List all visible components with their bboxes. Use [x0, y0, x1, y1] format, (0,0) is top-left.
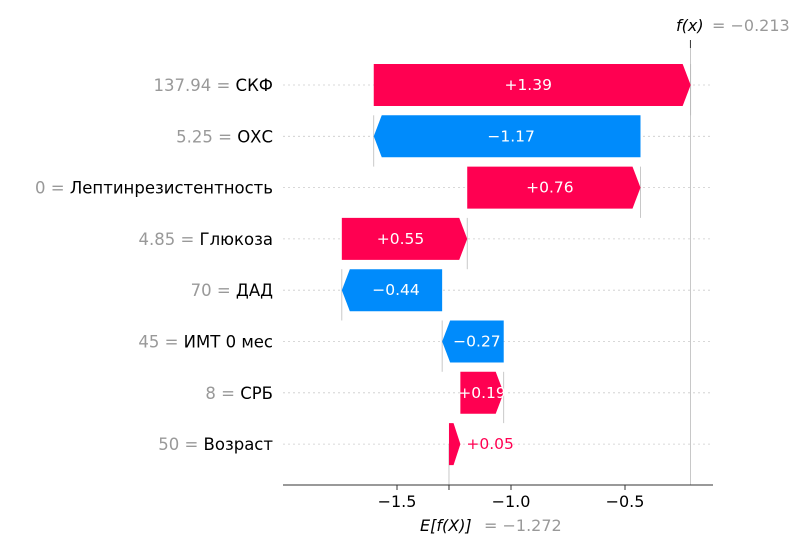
bar-value-label: +0.19 [458, 384, 506, 402]
contribution-bar [442, 320, 504, 363]
contribution-bar [341, 217, 468, 260]
feature-value: 137.94 = [153, 76, 235, 95]
feature-label: 70 = ДАД [191, 281, 273, 300]
efx-label: E[f(X)] [420, 516, 472, 535]
feature-label: 45 = ИМТ 0 мес [138, 332, 273, 351]
fx-value: = −0.213 [712, 16, 790, 35]
contribution-bar [460, 371, 504, 414]
feature-label: 8 = СРБ [205, 383, 273, 402]
feature-name: Лептинрезистентность [70, 178, 273, 197]
feature-value: 5.25 = [176, 127, 237, 146]
feature-value: 0 = [35, 178, 70, 197]
efx-footer: E[f(X)] = −1.272 [420, 516, 562, 535]
x-tick-label: −1.0 [492, 492, 531, 511]
fx-header: f(x) = −0.213 [676, 16, 790, 35]
contribution-bar [467, 166, 641, 209]
feature-label: 4.85 = Глюкоза [138, 229, 273, 248]
feature-label: 50 = Возраст [158, 435, 273, 454]
contribution-bar [373, 115, 641, 158]
feature-label: 0 = Лептинрезистентность [35, 178, 273, 197]
contribution-bar [448, 423, 461, 466]
efx-value: = −1.272 [484, 516, 562, 535]
feature-name: СРБ [240, 383, 273, 402]
feature-name: Глюкоза [200, 229, 273, 248]
bar-value-label: +1.39 [504, 76, 552, 94]
x-tick-label: −1.5 [378, 492, 417, 511]
feature-value: 70 = [191, 281, 236, 300]
bar-value-label: +0.05 [466, 435, 514, 453]
fx-label: f(x) [676, 16, 704, 35]
bar-value-label: −1.17 [487, 127, 535, 145]
x-tick-label: −0.5 [606, 492, 645, 511]
bar-value-label: −0.44 [372, 281, 420, 299]
feature-name: ДАД [236, 281, 273, 300]
feature-name: ОХС [237, 127, 273, 146]
feature-name: СКФ [236, 76, 273, 95]
feature-label: 137.94 = СКФ [153, 76, 273, 95]
bar-value-label: +0.76 [526, 179, 574, 197]
feature-value: 45 = [138, 332, 183, 351]
feature-label: 5.25 = ОХС [176, 127, 273, 146]
contribution-bar [373, 64, 691, 106]
feature-labels: 137.94 = СКФ 5.25 = ОХС 0 = Лептинрезистен… [35, 76, 273, 454]
bar-value-label: −0.27 [453, 333, 501, 351]
feature-name: ИМТ 0 мес [184, 332, 273, 351]
feature-value: 4.85 = [138, 229, 199, 248]
feature-name: Возраст [204, 435, 274, 454]
contribution-bars: +1.39 −1.17 +0.76 +0.55 −0.44 −0.27 +0.19 +0.05 [341, 64, 691, 466]
feature-value: 8 = [205, 383, 240, 402]
x-axis: −1.5 −1.0 −0.5 [283, 484, 713, 511]
bar-value-label: +0.55 [377, 230, 425, 248]
contribution-bar [341, 269, 443, 312]
feature-value: 50 = [158, 435, 203, 454]
reference-lines [341, 40, 692, 485]
